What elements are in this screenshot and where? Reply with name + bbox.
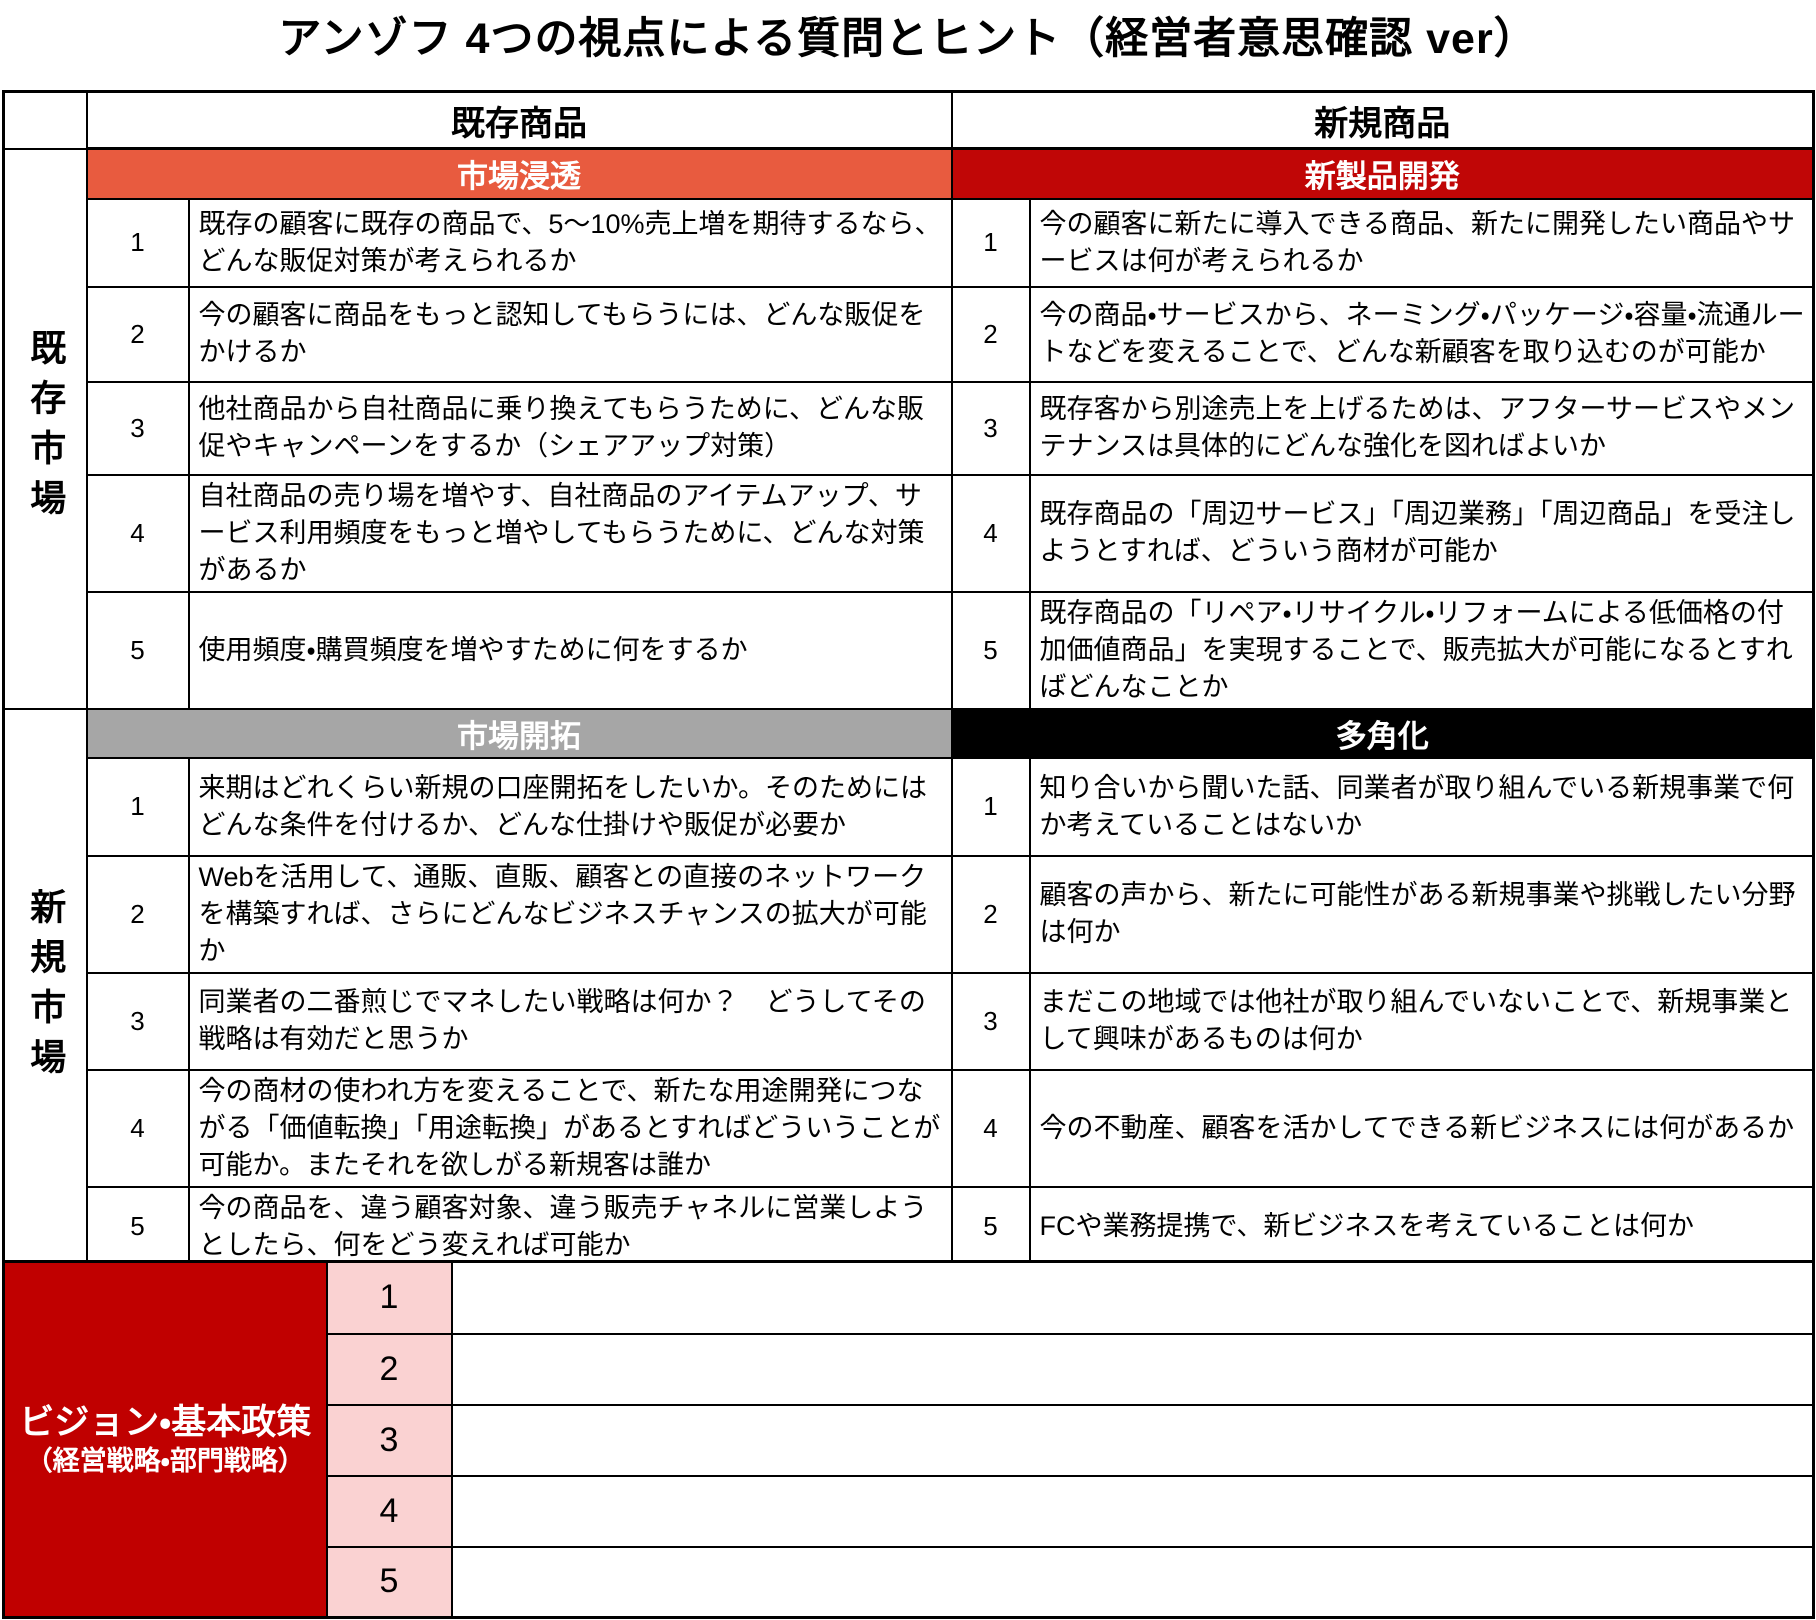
- question-text: 今の顧客に商品をもっと認知してもらうには、どんな販促をかけるか: [187, 285, 953, 383]
- question-text: Webを活用して、通販、直販、顧客との直接のネットワークを構築すれば、さらにどん…: [187, 854, 953, 974]
- vision-row-number: 5: [325, 1545, 453, 1619]
- quadrant-header-diversification: 多角化: [950, 707, 1815, 759]
- question-text: 今の商品・サービスから、ネーミング・パッケージ・容量・流通ルートなどを変えること…: [1028, 285, 1815, 383]
- vision-policy-header: ビジョン・基本政策 （経営戦略・部門戦略）: [2, 1260, 328, 1619]
- row-header-existing-market: 既存市場: [2, 147, 88, 710]
- question-text: まだこの地域では他社が取り組んでいないことで、新規事業として興味があるものは何か: [1028, 971, 1815, 1071]
- question-text: 今の顧客に新たに導入できる商品、新たに開発したい商品やサービスは何が考えられるか: [1028, 197, 1815, 288]
- question-number: 5: [85, 1185, 190, 1268]
- question-number: 4: [950, 473, 1031, 593]
- question-text: 来期はどれくらい新規の口座開拓をしたいか。そのためにはどんな条件を付けるか、どん…: [187, 756, 953, 857]
- page-title: アンゾフ 4つの視点による質問とヒント（経営者意思確認 ver）: [278, 15, 1538, 63]
- column-header-existing-products: 既存商品: [85, 90, 953, 150]
- row-header-new-market: 新規市場: [2, 707, 88, 1268]
- question-text: 既存商品の「リペア・リサイクル・リフォームによる低価格の付加価値商品」を実現する…: [1028, 590, 1815, 710]
- question-text: 既存客から別途売上を上げるためは、アフターサービスやメンテナンスは具体的にどんな…: [1028, 380, 1815, 476]
- question-number: 3: [950, 971, 1031, 1071]
- question-text: 顧客の声から、新たに可能性がある新規事業や挑戦したい分野は何か: [1028, 854, 1815, 974]
- vision-policy-table: ビジョン・基本政策 （経営戦略・部門戦略） 1 2 3 4 5: [2, 1260, 1815, 1619]
- question-number: 1: [950, 756, 1031, 857]
- question-text: 既存の顧客に既存の商品で、5～10%売上増を期待するなら、どんな販促対策が考えら…: [187, 197, 953, 288]
- vision-row-number: 3: [325, 1403, 453, 1477]
- question-number: 3: [85, 971, 190, 1071]
- question-text: 同業者の二番煎じでマネしたい戦略は何か？ どうしてその戦略は有効だと思うか: [187, 971, 953, 1071]
- question-text: 他社商品から自社商品に乗り換えてもらうために、どんな販促やキャンペーンをするか（…: [187, 380, 953, 476]
- quadrant-header-new-product-development: 新製品開発: [950, 147, 1815, 200]
- question-text: FCや業務提携で、新ビジネスを考えていることは何か: [1028, 1185, 1815, 1268]
- vision-row-number: 2: [325, 1332, 453, 1406]
- question-number: 3: [85, 380, 190, 476]
- question-number: 5: [85, 590, 190, 710]
- column-header-new-products: 新規商品: [950, 90, 1815, 150]
- vision-input-cell[interactable]: [450, 1474, 1815, 1548]
- vision-input-cell[interactable]: [450, 1545, 1815, 1619]
- question-text: 知り合いから聞いた話、同業者が取り組んでいる新規事業で何か考えていることはないか: [1028, 756, 1815, 857]
- question-number: 1: [950, 197, 1031, 288]
- quadrant-header-market-penetration: 市場浸透: [85, 147, 953, 200]
- question-number: 4: [85, 1068, 190, 1188]
- question-text: 既存商品の「周辺サービス」「周辺業務」「周辺商品」を受注しようとすれば、どういう…: [1028, 473, 1815, 593]
- vision-row-number: 1: [325, 1260, 453, 1335]
- vision-input-cell[interactable]: [450, 1332, 1815, 1406]
- quadrant-header-market-development: 市場開拓: [85, 707, 953, 759]
- question-number: 2: [950, 285, 1031, 383]
- question-number: 1: [85, 197, 190, 288]
- question-number: 2: [85, 285, 190, 383]
- corner-cell: [2, 90, 88, 150]
- question-text: 自社商品の売り場を増やす、自社商品のアイテムアップ、サービス利用頻度をもっと増や…: [187, 473, 953, 593]
- question-text: 今の不動産、顧客を活かしてできる新ビジネスには何があるか: [1028, 1068, 1815, 1188]
- vision-policy-subtitle: （経営戦略・部門戦略）: [25, 1445, 305, 1476]
- question-number: 5: [950, 1185, 1031, 1268]
- question-number: 5: [950, 590, 1031, 710]
- question-number: 2: [950, 854, 1031, 974]
- question-number: 2: [85, 854, 190, 974]
- vision-input-cell[interactable]: [450, 1260, 1815, 1335]
- vision-input-cell[interactable]: [450, 1403, 1815, 1477]
- question-number: 4: [950, 1068, 1031, 1188]
- question-number: 1: [85, 756, 190, 857]
- question-text: 今の商材の使われ方を変えることで、新たな用途開発につながる「価値転換」「用途転換…: [187, 1068, 953, 1188]
- question-number: 4: [85, 473, 190, 593]
- question-number: 3: [950, 380, 1031, 476]
- question-text: 今の商品を、違う顧客対象、違う販売チャネルに営業しようとしたら、何をどう変えれば…: [187, 1185, 953, 1268]
- vision-policy-title: ビジョン・基本政策: [19, 1402, 312, 1442]
- ansoff-matrix-table: 既存商品 新規商品 既存市場 市場浸透 新製品開発 1 既存の顧客に既存の商品で…: [2, 90, 1815, 1269]
- vision-row-number: 4: [325, 1474, 453, 1548]
- question-text: 使用頻度・購買頻度を増やすために何をするか: [187, 590, 953, 710]
